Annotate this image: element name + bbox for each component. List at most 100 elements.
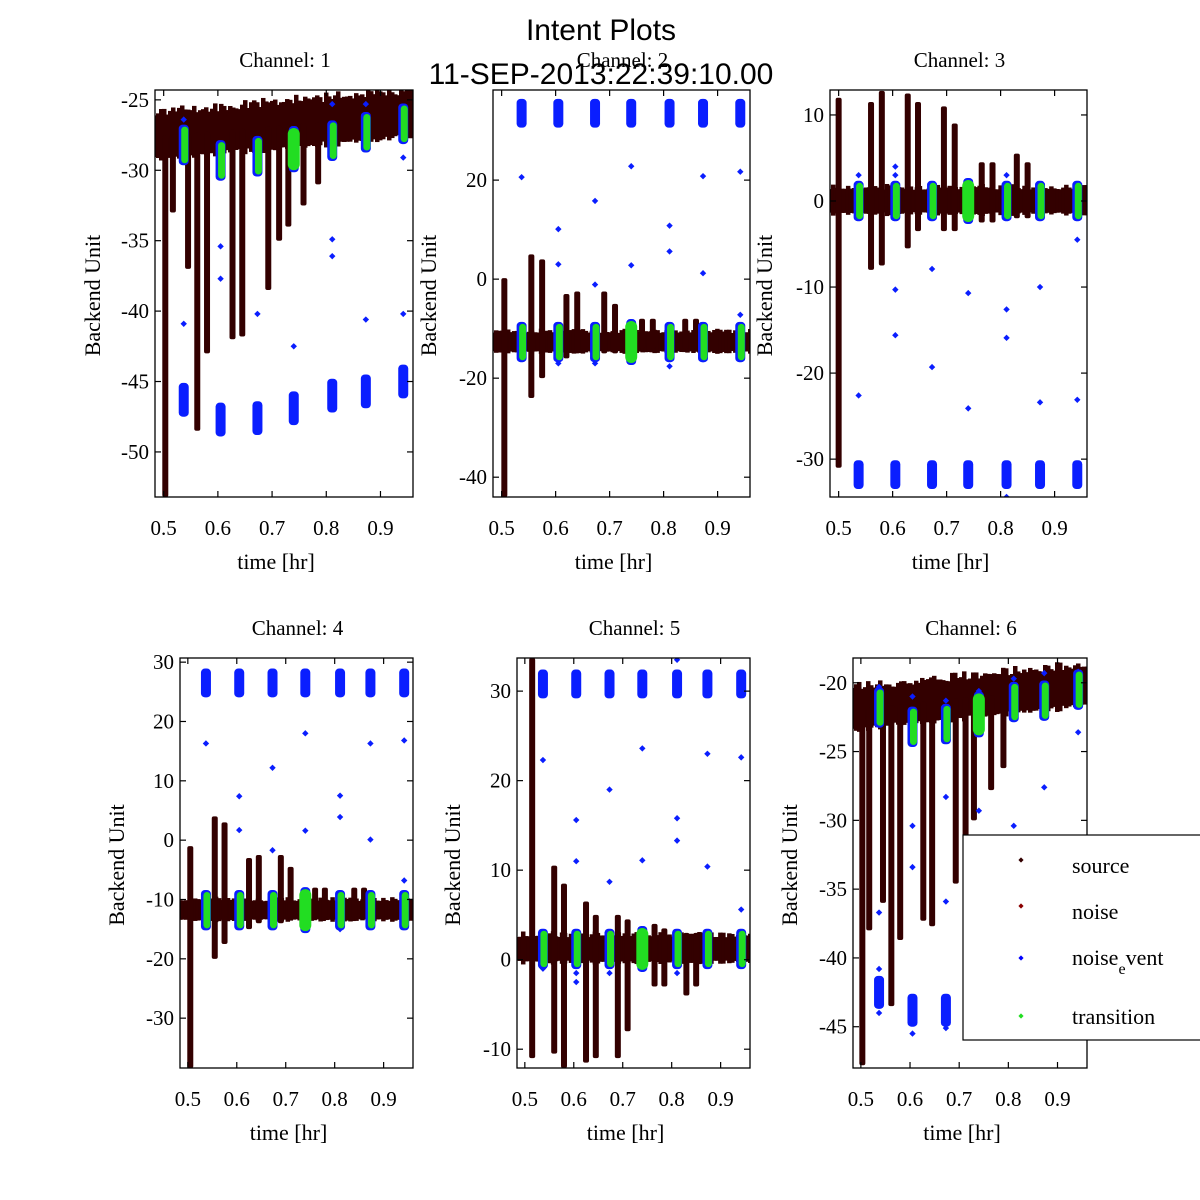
y-tick-label: 20	[153, 709, 174, 733]
panel-channel-3: 0.5 0.6 0.7 0.8 0.9 10 0 -10 -20 -30 Channel: 3 tim…	[752, 48, 1088, 574]
series-transition	[876, 671, 1083, 745]
source-point-column	[381, 92, 386, 140]
x-tick-label: 0.6	[880, 516, 906, 540]
source-spike	[951, 123, 958, 232]
source-point-column	[345, 898, 350, 921]
source-point-column	[998, 185, 1003, 216]
x-tick-label: 0.6	[561, 1087, 587, 1111]
source-point-column	[1028, 667, 1033, 713]
noise-event-cluster	[234, 668, 245, 698]
source-point-column	[721, 932, 726, 964]
source-point-column	[872, 186, 878, 215]
source-point-column	[345, 96, 350, 142]
source-point-column	[234, 108, 239, 150]
source-point-column	[962, 671, 967, 722]
source-spike	[321, 887, 328, 918]
noise-event-cluster	[590, 98, 601, 128]
transition-point	[737, 323, 745, 361]
source-dip	[276, 125, 283, 241]
source-dip	[1000, 693, 1007, 769]
noise-event-point	[302, 730, 309, 737]
panel-title: Channel: 2	[577, 48, 669, 72]
source-spike	[624, 919, 631, 1032]
panel-title: Channel: 5	[589, 616, 681, 640]
source-point-column	[249, 102, 254, 152]
source-point-column	[631, 933, 636, 964]
source-point-column	[661, 332, 666, 352]
source-point-column	[643, 331, 648, 353]
legend-entry-noise-event: noiseevent	[1018, 945, 1163, 978]
source-point-column	[162, 108, 167, 161]
source-dip	[169, 134, 176, 213]
x-axis-label: time [hr]	[912, 549, 990, 574]
x-tick-label: 0.7	[596, 516, 622, 540]
noise-event-cluster	[604, 669, 615, 699]
source-point-column	[303, 96, 308, 148]
source-point-column	[384, 95, 389, 137]
noise-event-point	[928, 363, 936, 371]
source-point-column	[294, 900, 299, 920]
source-point-column	[848, 188, 854, 214]
source-point-column	[1034, 669, 1039, 711]
noise-event-point	[1003, 493, 1010, 497]
source-point-column	[517, 936, 523, 961]
source-point-column	[511, 331, 517, 353]
transition-point	[972, 693, 985, 736]
source-dip	[239, 128, 246, 337]
plot-area	[493, 98, 750, 497]
transition-point	[254, 137, 262, 175]
plot-area	[830, 90, 1087, 497]
source-spike	[529, 658, 536, 1059]
plot-area	[180, 668, 413, 1068]
noise-event-point	[1041, 669, 1048, 677]
legend-label-noise-event: noiseevent	[1072, 945, 1163, 978]
source-point-column	[378, 900, 383, 920]
source-point-column	[315, 95, 320, 147]
source-point-column	[387, 900, 392, 920]
noise-event-point	[909, 822, 916, 830]
source-point-column	[1049, 186, 1054, 215]
source-point-column	[246, 108, 251, 149]
source-point-column	[354, 93, 359, 143]
noise-event-cluster	[637, 669, 648, 699]
noise-event-cluster	[1001, 460, 1012, 490]
source-point-column	[520, 931, 526, 965]
source-spike	[682, 318, 689, 349]
y-tick-label: 10	[803, 103, 824, 127]
noise-event-cluster	[698, 98, 709, 128]
source-point-column	[730, 933, 735, 963]
noise-event-point	[367, 740, 374, 747]
source-point-column	[165, 114, 170, 156]
source-spike	[651, 923, 658, 987]
noise-event-point	[909, 863, 916, 871]
source-point-column	[860, 688, 865, 727]
y-tick-label: -50	[121, 440, 149, 464]
source-point-column	[357, 95, 362, 141]
source-point-column	[396, 900, 401, 920]
source-point-column	[168, 110, 173, 158]
source-point-column	[935, 184, 941, 216]
source-dip	[920, 701, 927, 921]
source-point-column	[715, 328, 720, 354]
transition-point	[909, 708, 917, 745]
transition-point	[1075, 671, 1083, 708]
source-point-column	[237, 109, 242, 150]
y-tick-label: -45	[819, 1015, 847, 1039]
source-spike	[539, 259, 546, 379]
y-axis-label: Backend Unit	[80, 235, 105, 357]
x-tick-label: 0.5	[512, 1087, 538, 1111]
source-point-column	[956, 189, 961, 213]
series-transition	[540, 927, 746, 970]
source-spike	[187, 846, 194, 1068]
noise-event-point	[400, 154, 407, 161]
transition-point	[519, 323, 527, 361]
source-point-column	[195, 112, 200, 154]
plot-area	[517, 658, 750, 1068]
source-point-column	[201, 109, 206, 155]
source-point-column	[989, 674, 994, 716]
noise-event-point	[573, 969, 580, 977]
noise-event-point	[329, 252, 336, 260]
noise-event-point	[855, 171, 862, 179]
transition-point	[636, 927, 649, 970]
noise-event-cluster	[267, 668, 278, 698]
